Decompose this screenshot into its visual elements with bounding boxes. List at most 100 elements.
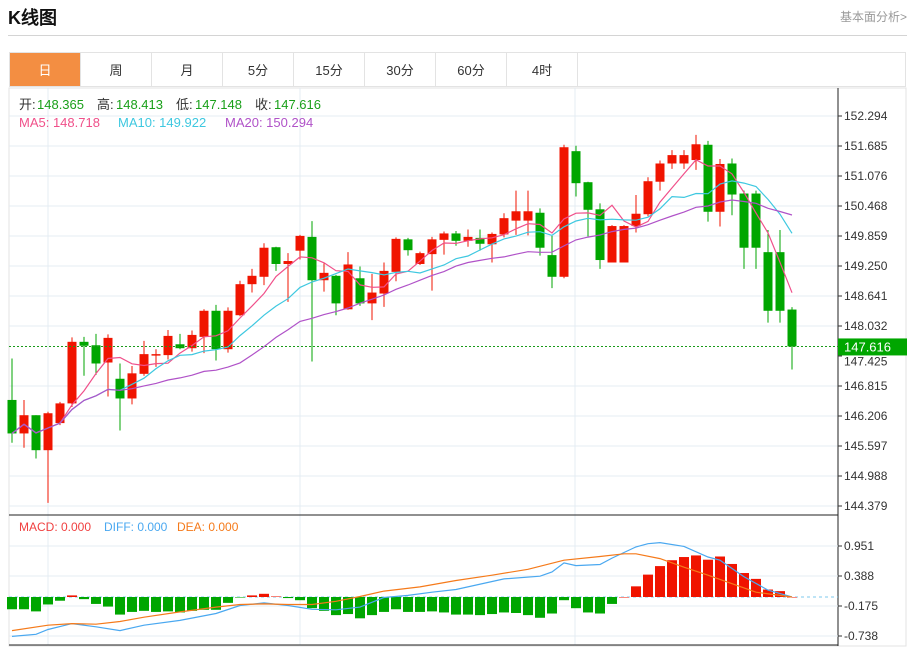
- candle-body: [91, 345, 101, 364]
- candle-down: [31, 415, 41, 459]
- candle-body: [367, 292, 377, 304]
- tab-15min[interactable]: 15分: [294, 53, 365, 86]
- macd-histogram-bar: [679, 557, 689, 597]
- price-tick-label: 150.468: [844, 199, 888, 213]
- close-label: 收:: [255, 97, 272, 112]
- candle-body: [283, 261, 293, 264]
- candle-down: [727, 158, 737, 216]
- tab-week[interactable]: 周: [81, 53, 152, 86]
- candle-up: [511, 190, 521, 235]
- price-tick-label: 144.988: [844, 469, 888, 483]
- candle-body: [103, 337, 113, 363]
- macd-histogram-bar: [283, 597, 293, 599]
- grid: [8, 87, 907, 647]
- candle-up: [427, 236, 437, 291]
- candle-down: [583, 181, 593, 237]
- macd-histogram-bar: [499, 597, 509, 613]
- candle-body: [415, 253, 425, 264]
- macd-histogram-bar: [259, 593, 269, 597]
- macd-value: MACD: 0.000: [19, 520, 91, 534]
- candle-down: [787, 307, 797, 370]
- candle-down: [331, 274, 341, 316]
- tab-month[interactable]: 月: [152, 53, 223, 86]
- fundamental-analysis-link[interactable]: 基本面分析>: [839, 10, 907, 24]
- last-price-label: 147.616: [844, 339, 891, 354]
- macd-histogram-bar: [547, 597, 557, 614]
- ma20-legend: MA20: 150.294: [225, 115, 313, 130]
- candle-up: [367, 273, 377, 321]
- candle-down: [763, 229, 773, 323]
- price-tick-label: 148.032: [844, 319, 888, 333]
- macd-histogram-bar: [235, 597, 245, 598]
- macd-histogram-bar: [55, 597, 65, 601]
- macd-histogram-bar: [415, 597, 425, 612]
- candle-body: [211, 310, 221, 350]
- last-price-tag: [838, 338, 907, 356]
- candle-body: [151, 354, 161, 356]
- candle-body: [139, 354, 149, 374]
- tab-60min[interactable]: 60分: [436, 53, 507, 86]
- macd-histogram-bar: [307, 597, 317, 609]
- ma20-line: [11, 199, 793, 434]
- macd-histogram-bar: [319, 597, 329, 611]
- tab-5min[interactable]: 5分: [223, 53, 294, 86]
- macd-legend: MACD: 0.000 DIFF: 0.000 DEA: 0.000: [19, 520, 239, 534]
- tab-4hour[interactable]: 4时: [507, 53, 578, 86]
- candle-up: [523, 190, 533, 236]
- candle-body: [343, 264, 353, 310]
- macd-histogram-bar: [487, 597, 497, 615]
- candle-up: [643, 177, 653, 217]
- candle-up: [259, 243, 269, 286]
- price-tick-label: 147.425: [844, 354, 888, 368]
- candle-body: [751, 193, 761, 248]
- macd-histogram-bar: [91, 597, 101, 604]
- macd-histogram-bar: [439, 597, 449, 613]
- dea-value: DEA: 0.000: [177, 520, 239, 534]
- candle-body: [259, 247, 269, 277]
- candle-up: [127, 365, 137, 405]
- macd-histogram-bar: [103, 597, 113, 607]
- candle-body: [127, 373, 137, 399]
- tab-day[interactable]: 日: [10, 53, 81, 86]
- macd-histogram-bar: [463, 597, 473, 615]
- candle-down: [271, 246, 281, 271]
- macd-histogram-bar: [691, 555, 701, 597]
- macd-histogram-bar: [391, 597, 401, 610]
- low-value: 147.148: [195, 97, 242, 112]
- candle-down: [739, 190, 749, 269]
- macd-histogram-bar: [271, 596, 281, 597]
- candle-up: [67, 337, 77, 407]
- macd-histogram-bar: [427, 597, 437, 612]
- macd-histogram-bar: [727, 563, 737, 597]
- candle-body: [319, 272, 329, 281]
- macd-histogram-bar: [187, 597, 197, 611]
- macd-histogram-bar: [175, 597, 185, 613]
- candle-body: [715, 163, 725, 212]
- candle-down: [571, 145, 581, 197]
- candle-down: [115, 363, 125, 431]
- macd-histogram-bar: [367, 597, 377, 616]
- candle-up: [499, 213, 509, 238]
- low-label: 低:: [176, 97, 193, 112]
- macd-tick-label: -0.738: [844, 629, 878, 643]
- candle-body: [727, 163, 737, 195]
- candle-down: [7, 358, 17, 443]
- high-value: 148.413: [116, 97, 163, 112]
- candle-body: [691, 144, 701, 161]
- candle-up: [55, 401, 65, 426]
- candle-up: [199, 309, 209, 354]
- candle-body: [391, 238, 401, 272]
- ma5-line: [11, 159, 793, 434]
- diff-value: DIFF: 0.000: [104, 520, 168, 534]
- candle-down: [175, 333, 185, 350]
- candle-up: [163, 329, 173, 360]
- macd-histogram-bar: [739, 573, 749, 597]
- chart-frame: [8, 87, 907, 647]
- tab-30min[interactable]: 30分: [365, 53, 436, 86]
- candle-up: [235, 280, 245, 317]
- price-axis: 152.294 151.685 151.076 150.468 149.859 149.2…: [9, 109, 907, 513]
- candle-body: [247, 275, 257, 285]
- macd-histogram-bar: [343, 597, 353, 615]
- diff-line: [11, 541, 793, 637]
